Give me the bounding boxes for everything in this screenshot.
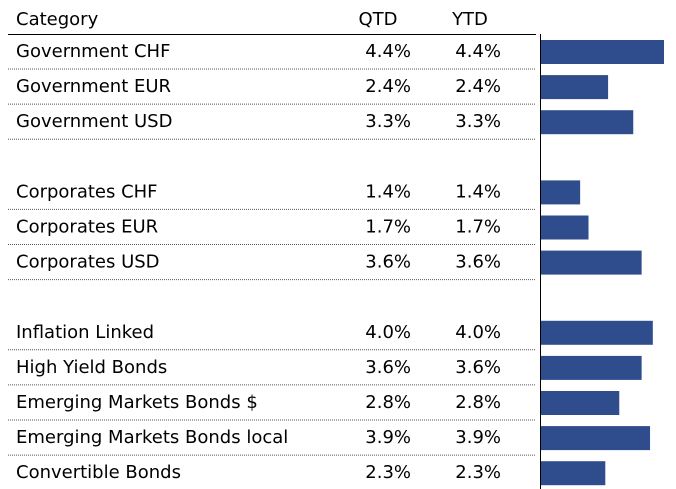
bar (541, 40, 664, 64)
qtd-label: 4.4% (365, 41, 411, 62)
bar (541, 110, 634, 135)
qtd-label: 2.4% (365, 76, 411, 97)
category-label: Government EUR (16, 76, 171, 97)
ytd-label: 4.0% (455, 322, 501, 343)
header-qtd: QTD (358, 9, 397, 30)
category-label: Corporates USD (16, 252, 160, 273)
ytd-label: 1.4% (455, 181, 501, 202)
ytd-label: 2.3% (455, 462, 501, 483)
ytd-label: 1.7% (455, 217, 501, 238)
bar (541, 461, 606, 486)
ytd-label: 3.3% (455, 111, 501, 132)
ytd-label: 2.8% (455, 392, 501, 413)
category-label: Convertible Bonds (16, 462, 181, 483)
qtd-label: 4.0% (365, 322, 411, 343)
category-label: Corporates EUR (16, 217, 158, 238)
qtd-label: 3.3% (365, 111, 411, 132)
bar (541, 250, 642, 275)
category-label: Government CHF (16, 41, 170, 62)
category-label: Inflation Linked (16, 322, 154, 343)
bar (541, 426, 651, 451)
qtd-label: 3.6% (365, 252, 411, 273)
ytd-label: 3.9% (455, 427, 501, 448)
ytd-label: 3.6% (455, 357, 501, 378)
ytd-label: 2.4% (455, 76, 501, 97)
qtd-label: 2.3% (365, 462, 411, 483)
bar (541, 75, 609, 100)
category-label: Corporates CHF (16, 181, 158, 202)
qtd-label: 2.8% (365, 392, 411, 413)
bar (541, 180, 581, 205)
header-category: Category (16, 9, 99, 30)
qtd-label: 3.9% (365, 427, 411, 448)
ytd-label: 3.6% (455, 252, 501, 273)
bar (541, 215, 589, 240)
header-ytd: YTD (451, 9, 488, 30)
bar (541, 391, 620, 415)
category-label: Emerging Markets Bonds $ (16, 392, 258, 413)
category-label: High Yield Bonds (16, 357, 167, 378)
ytd-label: 4.4% (455, 41, 501, 62)
qtd-label: 1.7% (365, 217, 411, 238)
category-label: Government USD (16, 111, 172, 132)
qtd-label: 3.6% (365, 357, 411, 378)
bar (541, 355, 642, 380)
category-label: Emerging Markets Bonds local (16, 427, 288, 448)
qtd-label: 1.4% (365, 181, 411, 202)
bar (541, 320, 653, 345)
